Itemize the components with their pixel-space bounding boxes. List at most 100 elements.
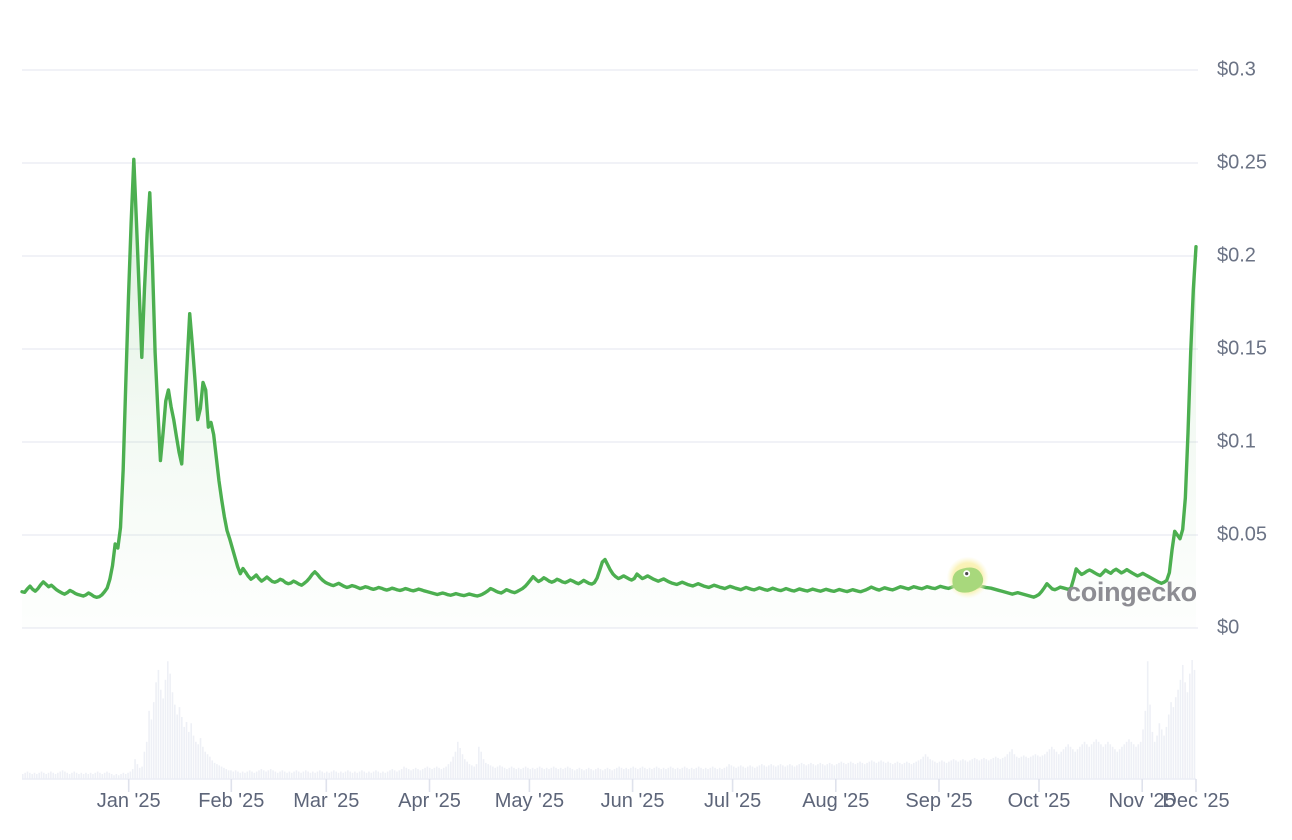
volume-bar xyxy=(735,767,737,779)
volume-bar xyxy=(782,765,784,779)
volume-bar xyxy=(435,766,438,779)
volume-bar xyxy=(746,766,749,779)
volume-bar xyxy=(274,771,277,779)
volume-bar xyxy=(391,769,394,779)
volume-bar xyxy=(171,692,174,779)
price-line-path xyxy=(20,157,1198,600)
volume-bar xyxy=(314,772,316,779)
volume-bar xyxy=(1083,741,1086,779)
volume-bar xyxy=(304,770,307,779)
volume-bar xyxy=(728,764,730,780)
volume-bar xyxy=(634,767,637,779)
volume-bar xyxy=(286,772,288,779)
volume-bar xyxy=(148,710,150,779)
volume-bar xyxy=(700,767,702,779)
volume-bar xyxy=(209,756,211,779)
volume-bar xyxy=(997,757,999,779)
volume-bar xyxy=(601,770,604,779)
volume-bar xyxy=(326,771,328,779)
volume-bar xyxy=(618,766,620,779)
volume-bar xyxy=(1001,757,1004,779)
volume-bar xyxy=(548,769,550,779)
volume-bar xyxy=(763,765,765,779)
volume-bar xyxy=(211,760,214,779)
volume-bar xyxy=(1036,755,1039,779)
volume-bar xyxy=(181,717,183,779)
volume-bar xyxy=(840,761,843,779)
volume-bar xyxy=(419,770,422,779)
volume-bar xyxy=(1100,744,1102,779)
volume-bar xyxy=(964,760,967,779)
price-line xyxy=(20,157,1198,600)
volume-bar xyxy=(433,767,436,779)
volume-bar xyxy=(138,767,141,779)
volume-bar xyxy=(227,770,230,779)
volume-bar xyxy=(45,774,47,779)
highlight-marker[interactable] xyxy=(946,556,989,599)
volume-bar xyxy=(812,764,815,780)
volume-bar xyxy=(550,767,553,779)
volume-bar xyxy=(489,765,492,779)
volume-bar xyxy=(718,767,721,779)
volume-bar xyxy=(459,748,461,779)
volume-bar xyxy=(707,769,709,779)
volume-bar xyxy=(950,760,953,779)
volume-bar xyxy=(438,767,440,779)
volume-bar xyxy=(922,756,924,779)
volume-bar xyxy=(739,765,742,779)
volume-bar xyxy=(915,761,917,779)
volume-bar xyxy=(54,774,57,779)
y-axis-label-015: $0.15 xyxy=(1217,337,1267,359)
x-axis-labels: Jan '25 Feb '25 Mar '25 Apr '25 May '25 Jun '… xyxy=(97,790,1230,812)
volume-bar xyxy=(33,772,36,779)
volume-bar xyxy=(260,769,263,779)
volume-bar xyxy=(583,770,585,779)
volume-bar xyxy=(936,762,939,779)
volume-bar xyxy=(300,772,302,779)
volume-bar xyxy=(185,721,188,779)
y-axis-label-02: $0.2 xyxy=(1217,244,1256,266)
x-axis-label-may: May '25 xyxy=(495,790,564,812)
volume-bar xyxy=(784,766,786,779)
volume-bar xyxy=(1107,741,1109,779)
volume-bar xyxy=(258,770,260,779)
volume-bar xyxy=(1029,756,1032,779)
volume-bar xyxy=(269,769,272,779)
volume-bar xyxy=(826,764,829,780)
volume-bar xyxy=(833,765,836,779)
gecko-pupil-icon xyxy=(965,572,969,576)
volume-bar xyxy=(798,764,801,780)
volume-bar xyxy=(1156,735,1158,779)
volume-bar xyxy=(1025,756,1027,779)
volume-bar xyxy=(251,771,253,779)
gecko-body-icon xyxy=(952,567,984,593)
volume-bar xyxy=(265,771,267,779)
volume-bar xyxy=(756,766,758,779)
volume-bar xyxy=(952,759,955,779)
y-axis-label-025: $0.25 xyxy=(1217,151,1267,173)
volume-bar xyxy=(440,769,443,779)
volume-bar xyxy=(131,769,134,779)
volume-bar xyxy=(167,661,169,779)
volume-bar xyxy=(681,767,684,779)
y-axis-label-005: $0.05 xyxy=(1217,523,1267,545)
volume-bar xyxy=(1184,682,1186,779)
volume-bar xyxy=(230,770,232,779)
volume-bar xyxy=(279,771,281,779)
volume-bar xyxy=(877,761,880,779)
volume-bar xyxy=(1027,757,1030,779)
volume-bar xyxy=(202,746,204,779)
volume-bar xyxy=(679,769,681,779)
volume-bar xyxy=(704,767,707,779)
volume-bar xyxy=(917,760,920,779)
volume-bar xyxy=(1006,754,1009,779)
volume-bar xyxy=(178,707,181,779)
volume-bar xyxy=(321,771,323,779)
volume-bar xyxy=(223,767,225,779)
volume-bar xyxy=(89,772,92,779)
volume-bar xyxy=(927,756,929,779)
volume-bar xyxy=(992,757,995,779)
x-axis-label-feb: Feb '25 xyxy=(198,790,264,812)
